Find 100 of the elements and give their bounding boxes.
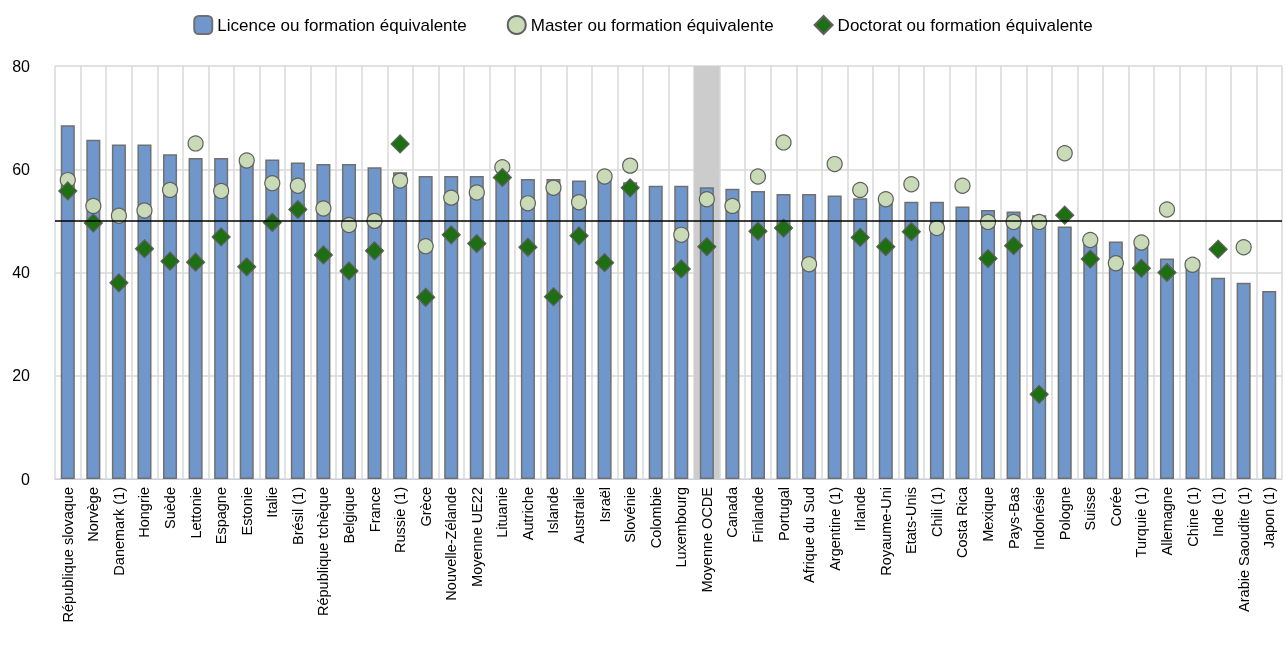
x-tick-label: Mexique — [980, 487, 997, 542]
x-tick-label: Lettonie — [187, 487, 204, 539]
point — [1158, 201, 1176, 218]
bar — [725, 188, 740, 479]
bar — [802, 194, 817, 479]
point — [160, 251, 180, 271]
x-tick-label: Etats-Unis — [903, 487, 920, 554]
bar — [623, 182, 638, 479]
x-tick-label: Espagne — [213, 487, 230, 545]
point — [773, 218, 794, 238]
point — [237, 257, 257, 277]
point — [978, 248, 998, 269]
x-tick-label: Afrique du Sud — [801, 487, 818, 583]
x-tick-label: Hongrie — [136, 487, 153, 538]
x-tick-label: Estonie — [238, 487, 255, 536]
y-tick-label: 20 — [12, 367, 31, 385]
point — [185, 252, 206, 272]
x-tick-label: Costa Rica — [954, 486, 971, 558]
x-tick-label: Allemagne — [1158, 487, 1175, 556]
point — [1107, 255, 1124, 272]
point — [417, 238, 434, 255]
x-tick-label: Irlande — [852, 487, 869, 532]
bar — [1134, 246, 1149, 479]
point — [724, 197, 741, 214]
bar — [444, 175, 459, 479]
bar — [111, 144, 126, 479]
point — [928, 220, 946, 237]
x-tick-label: Slovénie — [622, 487, 639, 543]
bar — [418, 175, 433, 479]
bar — [316, 164, 331, 479]
bar — [163, 154, 178, 479]
point — [315, 200, 332, 217]
point — [1003, 236, 1024, 256]
x-tick-label: Moyenne OCDE — [698, 486, 715, 593]
point — [1131, 258, 1152, 278]
bar — [367, 167, 382, 479]
x-tick-label: Suisse — [1082, 487, 1099, 531]
point — [288, 199, 308, 220]
x-tick-label: Israël — [596, 487, 613, 523]
point — [901, 222, 921, 242]
point — [1056, 145, 1073, 162]
bar — [1159, 258, 1174, 479]
point — [596, 168, 613, 185]
bar — [674, 185, 689, 479]
bar — [1057, 226, 1072, 479]
point — [775, 134, 792, 151]
point — [58, 181, 78, 201]
x-tick-label: Islande — [545, 487, 562, 534]
point — [187, 135, 204, 152]
point — [213, 182, 230, 200]
x-tick-label: Finlande — [749, 487, 766, 543]
bar — [1211, 277, 1226, 479]
point — [671, 259, 691, 279]
x-tick-label: Portugal — [775, 487, 792, 542]
point — [441, 225, 461, 245]
x-tick-label: Moyenne UE22 — [468, 487, 485, 587]
point — [1133, 234, 1150, 251]
x-tick-label: Argentine (1) — [826, 487, 843, 571]
bar — [597, 180, 612, 479]
point — [467, 233, 487, 254]
point — [903, 176, 920, 193]
point — [161, 181, 179, 198]
point — [519, 195, 537, 212]
point — [622, 157, 639, 174]
legend-label: Licence ou formation équivalente — [217, 15, 467, 35]
bar — [214, 157, 229, 479]
point — [134, 239, 155, 259]
y-tick-label: 0 — [21, 470, 31, 488]
point — [238, 152, 255, 169]
point — [443, 189, 460, 206]
x-tick-label: Japon (1) — [1261, 487, 1278, 549]
x-tick-label: Danemark (1) — [110, 487, 127, 576]
bar — [776, 194, 791, 479]
x-tick-label: Chili (1) — [928, 487, 945, 537]
x-tick-label: Australie — [571, 487, 588, 544]
point — [852, 181, 869, 198]
x-tick-label: Suède — [162, 487, 179, 529]
x-tick-label: Colombie — [647, 487, 664, 549]
x-tick-label: Belgique — [340, 487, 357, 544]
x-tick-label: République slovaque — [59, 487, 76, 623]
x-tick-label: Russie (1) — [392, 487, 409, 554]
x-tick-label: Lituanie — [494, 487, 511, 538]
point — [1055, 205, 1075, 225]
x-tick-label: Autriche — [519, 487, 536, 541]
x-tick-label: France — [366, 487, 383, 533]
point — [1080, 249, 1100, 269]
bar — [572, 180, 587, 479]
x-tick-label: Indonésie — [1031, 487, 1048, 550]
point — [748, 221, 768, 241]
point — [109, 273, 129, 293]
point — [876, 237, 896, 257]
point — [826, 155, 843, 173]
bar — [86, 139, 101, 479]
bar — [188, 157, 203, 479]
bar — [290, 162, 305, 479]
x-tick-label: Pologne — [1056, 487, 1073, 541]
bar — [929, 201, 944, 479]
x-tick-label: Inde (1) — [1210, 487, 1227, 537]
point — [620, 178, 640, 198]
x-tick-label: Royaume-Uni — [877, 487, 894, 576]
